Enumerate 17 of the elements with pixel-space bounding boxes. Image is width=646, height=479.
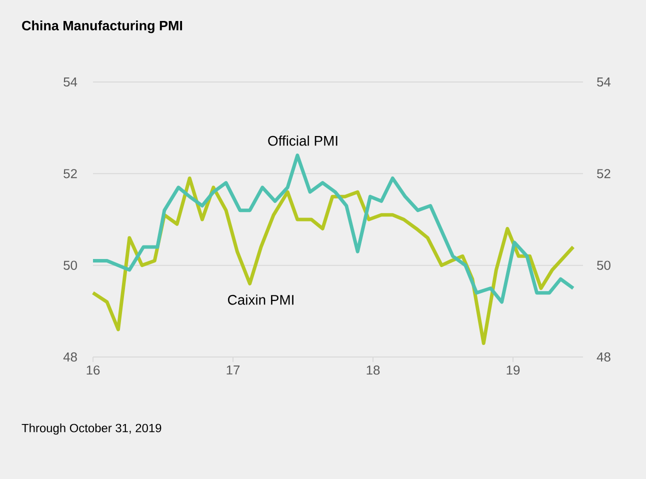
y2-tick-label: 50 xyxy=(597,260,610,270)
x-tick-label: 17 xyxy=(226,366,240,374)
x-tick-label: 16 xyxy=(86,366,100,375)
y2-tick-label: 52 xyxy=(597,169,610,178)
y-tick-label: 50 xyxy=(64,260,77,270)
x-tick-label: 19 xyxy=(506,366,520,375)
line-series xyxy=(91,154,575,304)
y2-tick-label: 54 xyxy=(597,77,611,87)
text: Through October 31, 2019 xyxy=(22,424,162,435)
series-label: Official PMI xyxy=(268,136,338,146)
series-label: Caixin PMI xyxy=(228,294,294,305)
y-tick-label: 54 xyxy=(64,77,78,87)
y2-tick-label: 48 xyxy=(596,352,610,362)
y-tick-label: 48 xyxy=(63,352,77,362)
x-tick-label: 18 xyxy=(366,366,380,375)
y-tick-label: 52 xyxy=(64,169,77,178)
chart-title: China Manufacturing PMI xyxy=(22,20,182,34)
